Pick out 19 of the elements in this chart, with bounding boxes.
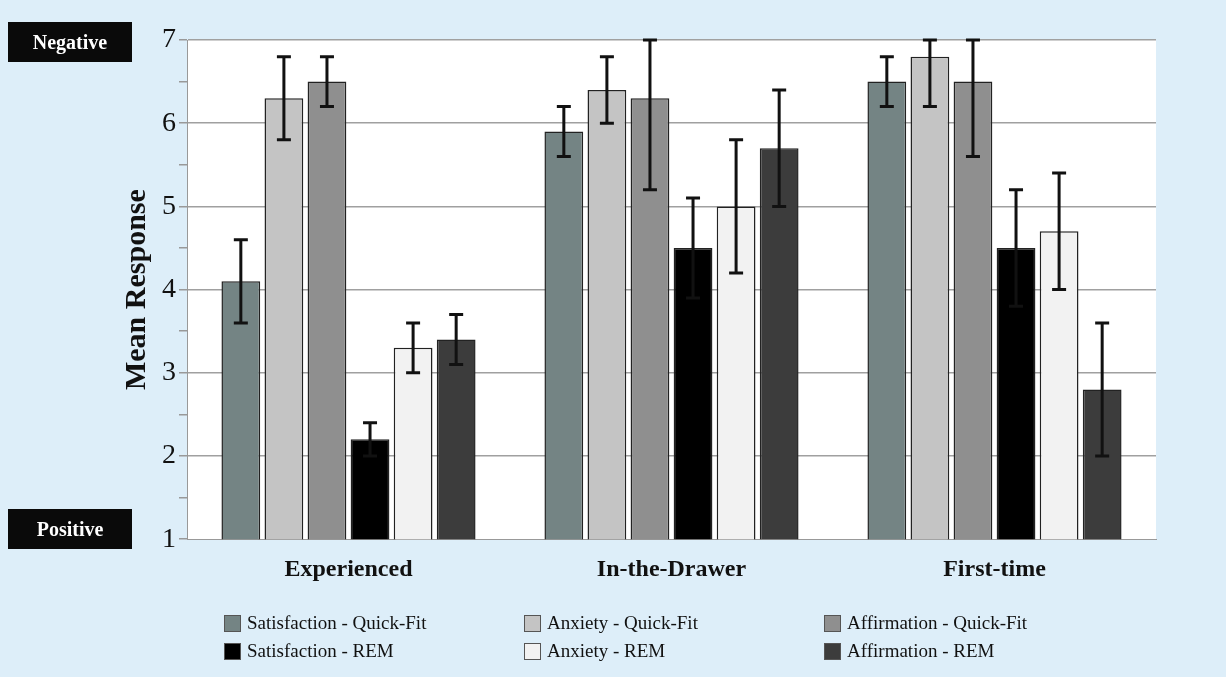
y-tick-label: 3 [162, 355, 176, 387]
x-tick-label: In-the-Drawer [596, 554, 747, 581]
legend-label: Anxiety - REM [547, 640, 666, 662]
y-axis-title: Mean Response [117, 189, 151, 391]
y-tick-label: 4 [162, 271, 176, 303]
legend-label: Satisfaction - Quick-Fit [247, 612, 427, 634]
y-tick-label: 5 [162, 188, 176, 220]
legend-label: Affirmation - Quick-Fit [847, 612, 1028, 634]
legend-label: Affirmation - REM [847, 640, 995, 662]
y-tick-label: 1 [162, 521, 176, 553]
x-tick-label: First-time [943, 554, 1047, 581]
x-tick-label: Experienced [284, 554, 414, 581]
y-tick-label: 7 [162, 22, 176, 54]
legend-label: Anxiety - Quick-Fit [547, 612, 698, 634]
y-tick-label: 6 [162, 105, 176, 137]
legend-label: Satisfaction - REM [247, 640, 394, 662]
text: Positive [8, 509, 132, 550]
y-tick-label: 2 [162, 438, 176, 470]
text: Negative [8, 22, 132, 62]
